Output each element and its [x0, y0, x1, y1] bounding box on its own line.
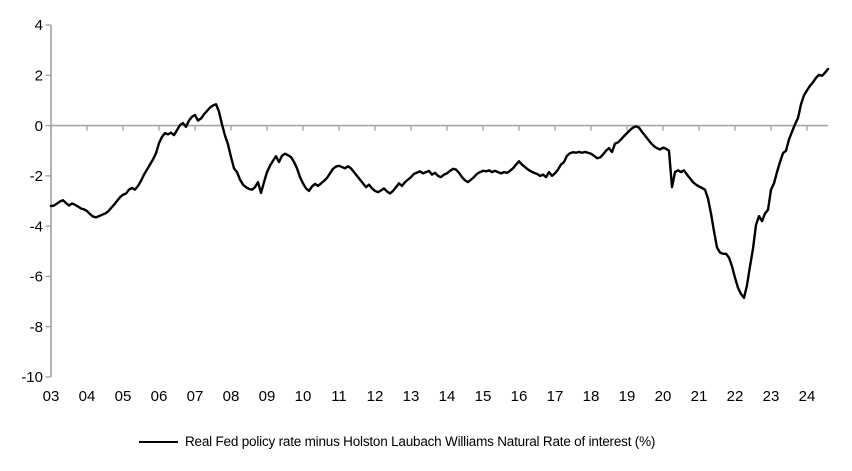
x-axis-tick-label: 11: [331, 388, 347, 405]
x-axis-tick-label: 22: [727, 388, 744, 405]
y-axis-tick-label: -10: [21, 369, 43, 386]
x-axis-tick-label: 03: [43, 388, 60, 405]
x-axis-tick-label: 05: [115, 388, 132, 405]
y-axis-tick-label: 4: [35, 17, 43, 34]
x-axis-tick-label: 13: [403, 388, 420, 405]
x-axis-tick-label: 12: [367, 388, 384, 405]
data-series-line: [49, 67, 830, 299]
x-axis-tick-label: 18: [583, 388, 600, 405]
x-axis-tick-label: 09: [259, 388, 276, 405]
x-axis-tick-label: 16: [511, 388, 528, 405]
y-axis-tick-label: 0: [35, 118, 43, 135]
x-axis-tick-label: 23: [763, 388, 780, 405]
x-axis-tick-label: 14: [439, 388, 456, 405]
y-axis-tick-label: -8: [30, 319, 43, 336]
y-axis-tick-label: -6: [30, 269, 43, 286]
y-axis-tick-label: -2: [30, 168, 43, 185]
x-axis-tick-label: 19: [619, 388, 636, 405]
x-axis-tick-label: 08: [223, 388, 240, 405]
y-axis-tick-label: -4: [30, 218, 43, 235]
x-axis-tick-label: 04: [79, 388, 96, 405]
x-axis-tick-label: 20: [655, 388, 672, 405]
y-axis-tick-label: 2: [35, 67, 43, 84]
x-axis-tick-label: 15: [475, 388, 492, 405]
x-axis-tick-label: 10: [295, 388, 312, 405]
x-axis-tick-label: 21: [691, 388, 708, 405]
legend-label: Real Fed policy rate minus Holston Lauba…: [185, 434, 656, 449]
x-axis-tick-label: 17: [547, 388, 564, 405]
legend-line-sample: [139, 440, 178, 443]
legend: Real Fed policy rate minus Holston Lauba…: [139, 434, 655, 449]
x-axis-tick-label: 06: [151, 388, 168, 405]
x-axis-tick-label: 07: [187, 388, 204, 405]
x-axis-tick-label: 24: [799, 388, 816, 405]
